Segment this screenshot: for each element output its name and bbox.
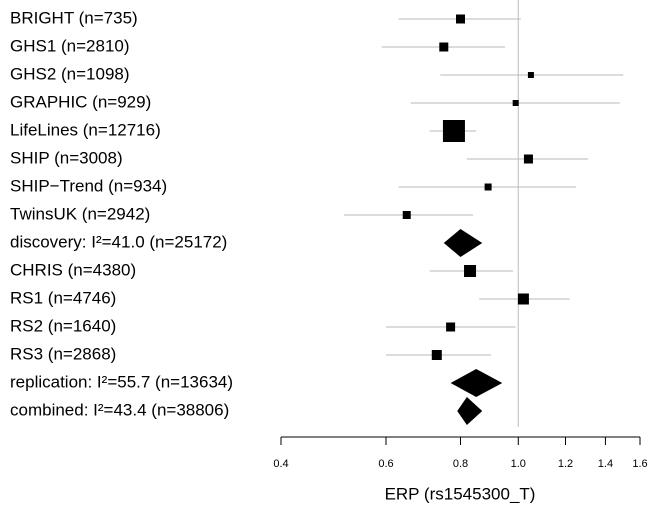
x-tick-label: 1.6 <box>632 458 647 470</box>
row-label: RS3 (n=2868) <box>10 344 116 363</box>
x-tick-label: 1.2 <box>558 458 573 470</box>
estimate-square <box>431 350 442 360</box>
x-tick-label: 0.8 <box>453 458 468 470</box>
row-label: GHS2 (n=1098) <box>10 64 130 83</box>
row-label: GRAPHIC (n=929) <box>10 92 151 111</box>
row-label: TwinsUK (n=2942) <box>10 204 150 223</box>
row-label: GHS1 (n=2810) <box>10 36 130 55</box>
x-tick-label: 1.4 <box>598 458 613 470</box>
x-tick-label: 1.0 <box>511 458 526 470</box>
row-label: RS1 (n=4746) <box>10 288 116 307</box>
row-label: SHIP (n=3008) <box>10 148 123 167</box>
x-tick-label: 0.4 <box>273 458 288 470</box>
estimate-square <box>484 183 492 191</box>
row-label: CHRIS (n=4380) <box>10 260 136 279</box>
summary-diamond <box>443 229 483 257</box>
row-label: combined: I²=43.4 (n=38806) <box>10 400 229 419</box>
estimate-square <box>456 14 465 24</box>
estimate-square <box>402 211 411 219</box>
summary-diamond <box>457 397 483 425</box>
row-label: discovery: I²=41.0 (n=25172) <box>10 232 227 251</box>
estimate-square <box>446 322 456 332</box>
estimate-square <box>464 265 477 277</box>
row-label: SHIP−Trend (n=934) <box>10 176 167 195</box>
x-axis-title: ERP (rs1545300_T) <box>385 484 536 503</box>
row-label: BRIGHT (n=735) <box>10 8 138 27</box>
estimate-square <box>439 42 449 52</box>
estimate-square <box>512 100 519 106</box>
estimate-square <box>442 120 465 142</box>
x-tick-label: 0.6 <box>378 458 393 470</box>
row-label: RS2 (n=1640) <box>10 316 116 335</box>
summary-diamond <box>450 369 503 397</box>
estimate-square <box>527 72 534 78</box>
estimate-square <box>523 154 533 164</box>
row-label: LifeLines (n=12716) <box>10 120 161 139</box>
estimate-square <box>517 293 529 305</box>
row-label: replication: I²=55.7 (n=13634) <box>10 372 233 391</box>
